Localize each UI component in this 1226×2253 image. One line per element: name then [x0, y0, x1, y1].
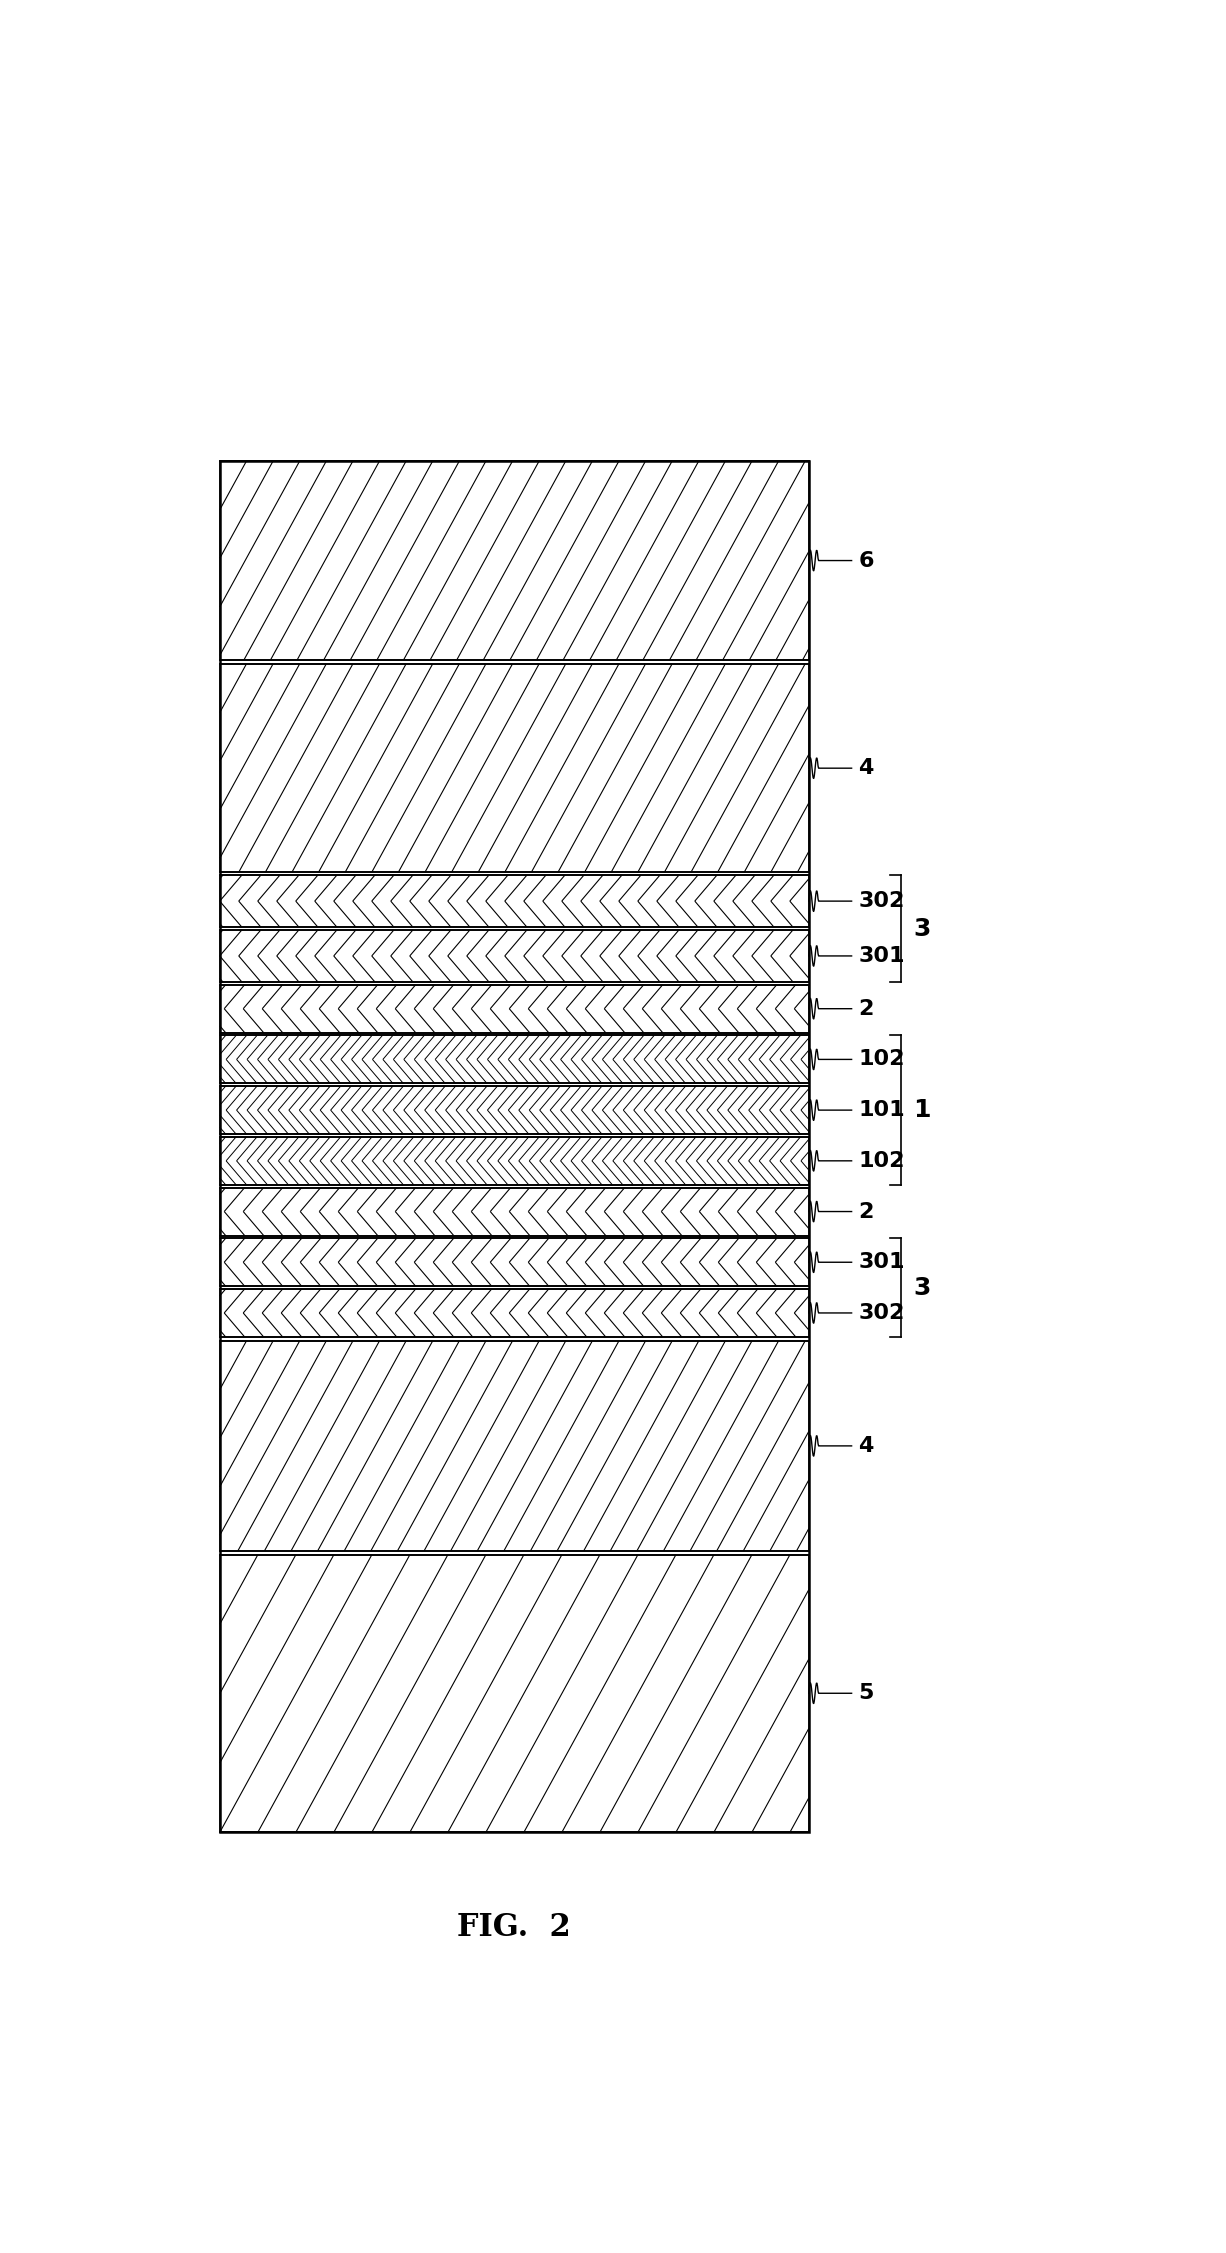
- Text: 102: 102: [858, 1050, 905, 1070]
- Bar: [219, 462, 809, 1832]
- Text: 2: 2: [858, 1201, 874, 1221]
- Text: 6: 6: [858, 550, 874, 570]
- Bar: [219, 462, 809, 660]
- Bar: [219, 1086, 809, 1133]
- Text: 301: 301: [858, 1253, 905, 1273]
- Bar: [219, 665, 809, 872]
- Text: 4: 4: [858, 1435, 874, 1455]
- Bar: [219, 1289, 809, 1336]
- Text: 2: 2: [858, 998, 874, 1018]
- Bar: [219, 1036, 809, 1084]
- Text: 302: 302: [858, 892, 905, 910]
- Bar: [219, 1187, 809, 1235]
- Bar: [219, 1239, 809, 1286]
- Text: 3: 3: [913, 1275, 931, 1300]
- Text: 5: 5: [858, 1683, 874, 1703]
- Text: 102: 102: [858, 1151, 905, 1172]
- Text: 1: 1: [913, 1097, 931, 1122]
- Bar: [219, 1555, 809, 1832]
- Text: 302: 302: [858, 1302, 905, 1323]
- Text: FIG.  2: FIG. 2: [457, 1911, 571, 1942]
- Bar: [219, 874, 809, 928]
- Bar: [219, 1341, 809, 1550]
- Bar: [219, 1138, 809, 1185]
- Text: 4: 4: [858, 759, 874, 777]
- Bar: [219, 930, 809, 982]
- Text: 101: 101: [858, 1099, 905, 1120]
- Bar: [219, 985, 809, 1032]
- Text: 3: 3: [913, 917, 931, 940]
- Text: 301: 301: [858, 946, 905, 967]
